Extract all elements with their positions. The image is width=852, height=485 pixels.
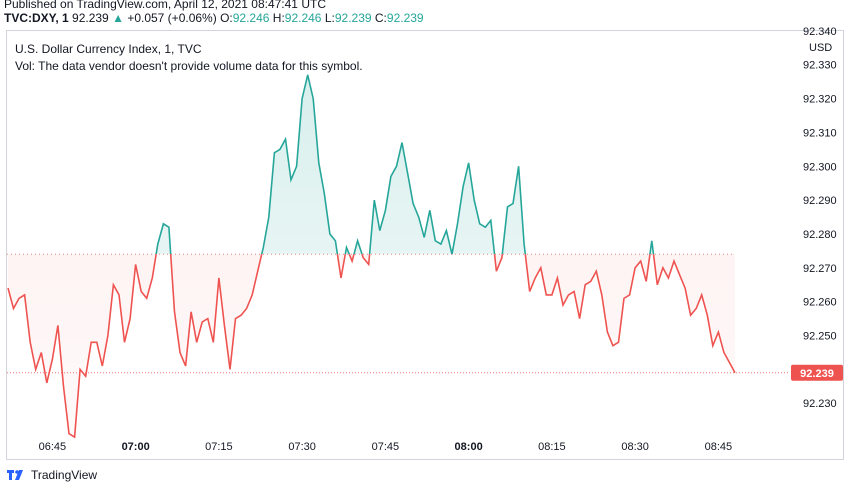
y-tick-label: 92.320 xyxy=(803,94,837,106)
price-change: +0.057 (+0.06%) xyxy=(127,11,217,25)
close-value: 92.239 xyxy=(386,11,424,25)
y-tick-label: 92.260 xyxy=(803,297,837,309)
y-tick-label: 92.290 xyxy=(803,195,837,207)
high-label: H: xyxy=(272,11,285,25)
y-tick-label: 92.340 xyxy=(803,26,837,38)
x-tick-label: 07:45 xyxy=(372,441,400,453)
footer-brand[interactable]: TradingView xyxy=(7,468,97,482)
open-value: 92.246 xyxy=(232,11,270,25)
last-price-label: 92.239 xyxy=(800,368,834,380)
last-price-badge xyxy=(791,364,843,381)
high-value: 92.246 xyxy=(284,11,322,25)
y-tick-label: 92.300 xyxy=(803,161,837,173)
time-axis[interactable]: 06:45 07:00 07:15 07:30 07:45 08:00 08:15 08:30… xyxy=(39,441,732,453)
y-tick-label: 92.230 xyxy=(803,398,837,410)
x-tick-label: 08:30 xyxy=(621,441,649,453)
chart-title: U.S. Dollar Currency Index, 1, TVC xyxy=(15,42,202,56)
x-tick-label: 07:00 xyxy=(122,441,150,453)
low-value: 92.239 xyxy=(334,11,372,25)
brand-name: TradingView xyxy=(31,468,98,482)
y-tick-label: 92.280 xyxy=(803,229,837,241)
area-above-baseline xyxy=(156,74,654,255)
series-line-up xyxy=(155,74,655,255)
currency-label: USD xyxy=(809,42,832,54)
x-tick-label: 07:15 xyxy=(205,441,233,453)
series-line-down xyxy=(7,254,736,439)
y-tick-label: 92.330 xyxy=(803,60,837,72)
tradingview-logo-icon xyxy=(7,470,23,480)
x-tick-label: 06:45 xyxy=(39,441,67,453)
open-label: O: xyxy=(220,11,233,25)
x-tick-label: 08:00 xyxy=(455,441,483,453)
y-tick-label: 92.270 xyxy=(803,263,837,275)
up-arrow-icon: ▲ xyxy=(112,11,124,25)
close-label: C: xyxy=(374,11,387,25)
price-series: 92.239 xyxy=(7,74,843,439)
last-price: 92.239 xyxy=(72,11,109,25)
x-tick-label: 07:30 xyxy=(288,441,316,453)
area-below-baseline xyxy=(8,254,735,438)
symbol-ohlc-bar: TVC:DXY, 1 92.239 ▲ +0.057 (+0.06%) O:92… xyxy=(4,11,424,25)
published-caption: Published on TradingView.com, April 12, … xyxy=(4,0,326,11)
volume-note: Vol: The data vendor doesn't provide vol… xyxy=(15,59,363,73)
low-label: L: xyxy=(324,11,335,25)
y-tick-label: 92.250 xyxy=(803,331,837,343)
x-tick-label: 08:45 xyxy=(705,441,733,453)
x-tick-label: 08:15 xyxy=(538,441,566,453)
chart-frame[interactable] xyxy=(6,30,844,460)
symbol-name: TVC:DXY, 1 xyxy=(4,11,69,25)
price-axis[interactable]: 92.340 92.330 92.320 92.310 92.300 92.290 92.2… xyxy=(803,26,837,410)
y-tick-label: 92.310 xyxy=(803,127,837,139)
